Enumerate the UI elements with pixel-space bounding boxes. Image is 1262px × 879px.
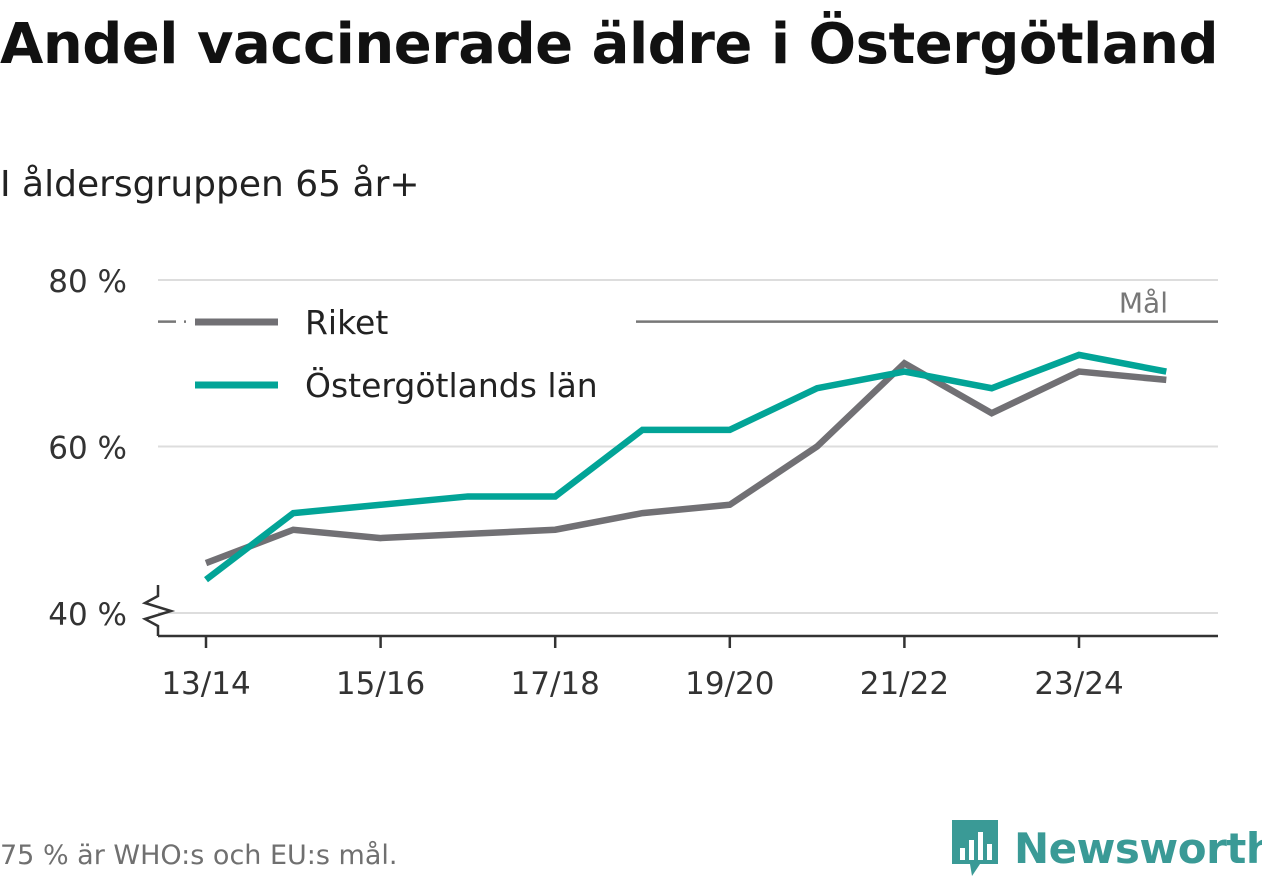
x-tick-label: 21/22	[860, 666, 949, 702]
axis-break-icon	[141, 585, 176, 636]
x-tick-label: 19/20	[685, 666, 774, 702]
y-tick-label: 40 %	[48, 597, 127, 633]
chart-subtitle: I åldersgruppen 65 år+	[0, 164, 420, 205]
target-label: Mål	[1119, 287, 1168, 320]
x-tick-label: 15/16	[336, 666, 425, 702]
x-tick-label: 17/18	[511, 666, 600, 702]
newsworthy-logo: Newsworthy	[950, 818, 1262, 878]
legend-item-riket-label: Riket	[305, 303, 388, 342]
legend-item-ostergotland-label: Östergötlands län	[305, 365, 598, 405]
chart-title: Andel vaccinerade äldre i Östergötland	[0, 12, 1219, 77]
brand-name: Newsworthy	[1014, 823, 1262, 873]
series-line-riket	[204, 359, 1167, 567]
footnote: 75 % är WHO:s och EU:s mål.	[0, 840, 398, 871]
y-tick-label: 60 %	[48, 431, 127, 467]
y-tick-label: 80 %	[48, 264, 127, 300]
newsworthy-logo-icon	[952, 820, 998, 876]
x-tick-label: 23/24	[1034, 666, 1123, 702]
series-line-ostergotland	[204, 351, 1167, 583]
x-tick-label: 13/14	[161, 666, 250, 702]
